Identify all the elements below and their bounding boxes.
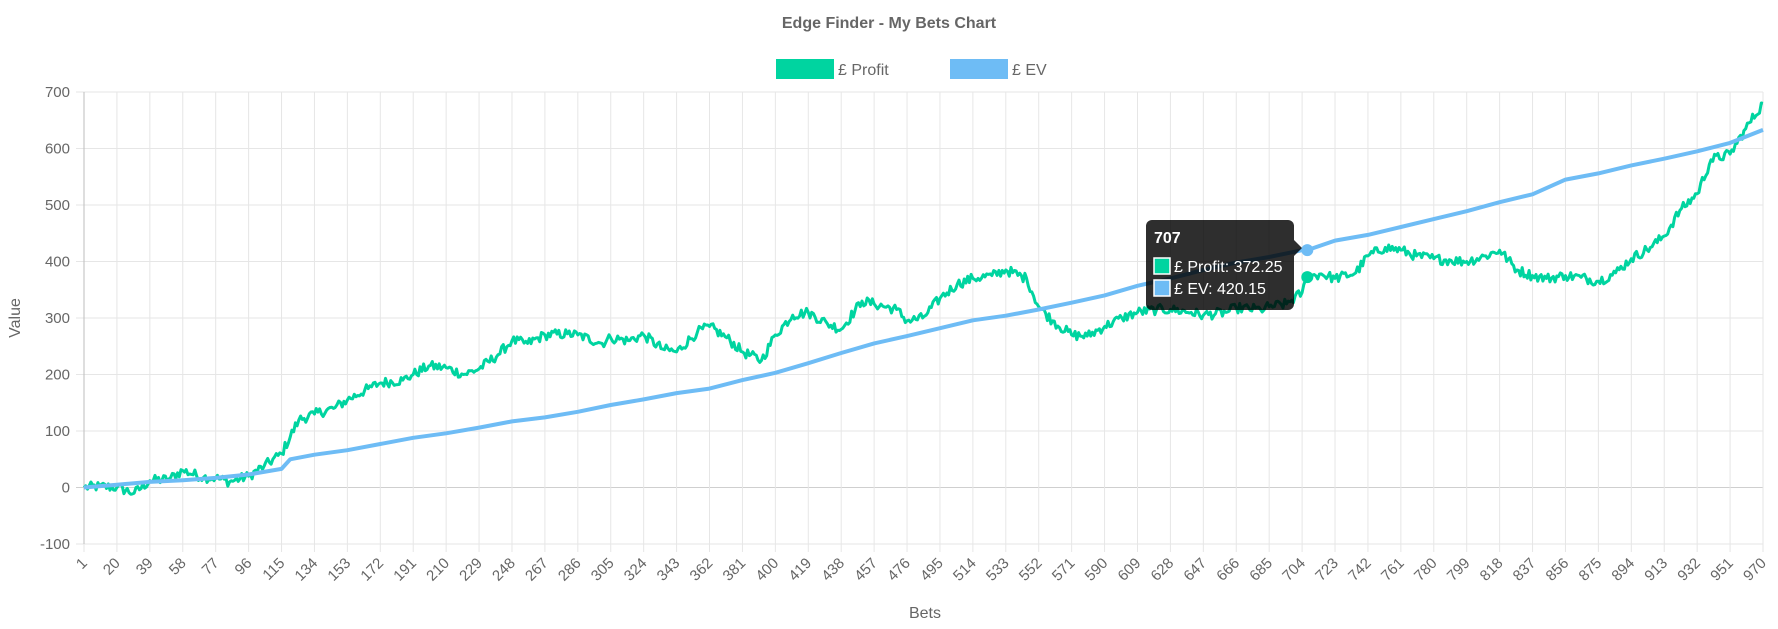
x-tick-label: 400 <box>752 555 782 585</box>
x-tick-label: 761 <box>1378 555 1408 585</box>
x-tick-label: 780 <box>1411 555 1441 585</box>
x-tick-label: 343 <box>654 555 684 585</box>
x-tick-label: 210 <box>423 555 453 585</box>
legend-swatch-profit <box>776 59 834 79</box>
x-tick-label: 894 <box>1608 555 1638 585</box>
x-tick-label: 723 <box>1312 555 1342 585</box>
x-tick-label: 381 <box>720 555 750 585</box>
y-tick-label: 300 <box>45 310 70 327</box>
x-tick-label: 438 <box>818 555 848 585</box>
legend: £ Profit £ EV <box>776 59 1047 79</box>
x-tick-label: 932 <box>1674 555 1704 585</box>
x-tick-label: 115 <box>259 555 288 584</box>
series-layer <box>82 101 1764 496</box>
x-tick-label: 647 <box>1180 555 1210 585</box>
x-axis-title: Bets <box>909 605 941 622</box>
y-tick-label: 400 <box>45 254 70 271</box>
y-tick-label: 500 <box>45 197 70 214</box>
x-tick-label: 685 <box>1246 555 1276 585</box>
hover-point-profit <box>1301 271 1314 284</box>
x-tick-label: 305 <box>588 555 618 585</box>
x-tick-label: 457 <box>851 555 881 585</box>
x-tick-label: 666 <box>1213 555 1243 585</box>
x-tick-label: 58 <box>166 555 190 579</box>
x-tick-label: 1 <box>73 555 91 573</box>
series-line-ev <box>83 128 1764 490</box>
x-tick-label: 913 <box>1641 555 1671 585</box>
tooltip-line-ev: £ EV: 420.15 <box>1174 281 1266 298</box>
x-tick-label: 229 <box>456 555 486 585</box>
tooltip-swatch-ev <box>1153 279 1171 297</box>
x-tick-label: 818 <box>1477 555 1507 585</box>
x-tick-label: 571 <box>1049 555 1079 585</box>
tooltip-box <box>1146 220 1294 310</box>
x-tick-label: 514 <box>950 555 980 585</box>
x-tick-label: 153 <box>324 555 354 585</box>
tooltip-swatch-profit <box>1153 257 1171 275</box>
legend-label-profit: £ Profit <box>838 62 889 79</box>
legend-label-ev: £ EV <box>1012 62 1047 79</box>
x-tick-label: 248 <box>489 555 519 585</box>
x-tick-label: 267 <box>522 555 552 585</box>
x-tick-label: 172 <box>357 555 387 585</box>
legend-swatch-ev <box>950 59 1008 79</box>
x-tick-label: 362 <box>687 555 717 585</box>
x-tick-label: 419 <box>785 555 815 585</box>
x-tick-label: 495 <box>917 555 947 585</box>
x-tick-label: 191 <box>390 555 420 585</box>
x-tick-label: 856 <box>1543 555 1573 585</box>
y-tick-label: 100 <box>45 423 70 440</box>
grid <box>76 91 1764 552</box>
x-tick-label: 324 <box>621 555 651 585</box>
tooltip-title: 707 <box>1154 230 1181 247</box>
x-tick-label: 970 <box>1740 555 1770 585</box>
x-tick-label: 742 <box>1345 555 1375 585</box>
x-tick-label: 476 <box>884 555 914 585</box>
hover-point-ev <box>1301 244 1314 257</box>
x-tick-label: 286 <box>555 555 585 585</box>
tooltip-line-profit: £ Profit: 372.25 <box>1174 259 1283 276</box>
x-tick-label: 837 <box>1510 555 1540 585</box>
x-tick-label: 39 <box>133 555 157 579</box>
x-tick-label: 875 <box>1576 555 1606 585</box>
x-tick-label: 77 <box>199 555 223 579</box>
tooltip-caret <box>1294 240 1302 256</box>
x-tick-label: 552 <box>1016 555 1046 585</box>
x-tick-label: 799 <box>1444 555 1474 585</box>
x-tick-label: 134 <box>292 555 322 585</box>
x-tick-label: 628 <box>1148 555 1178 585</box>
y-tick-label: 700 <box>45 84 70 101</box>
y-tick-label: -100 <box>40 536 70 553</box>
tooltip: 707 £ Profit: 372.25 £ EV: 420.15 <box>1146 220 1314 310</box>
x-tick-label: 609 <box>1115 555 1145 585</box>
series-line-profit <box>82 101 1764 496</box>
x-tick-label: 20 <box>100 555 124 579</box>
y-tick-label: 200 <box>45 367 70 384</box>
chart-title: Edge Finder - My Bets Chart <box>782 15 997 32</box>
y-tick-label: 600 <box>45 141 70 158</box>
x-tick-label: 96 <box>232 555 256 579</box>
x-tick-label: 533 <box>983 555 1013 585</box>
x-tick-label: 951 <box>1707 555 1737 585</box>
x-tick-label: 590 <box>1082 555 1112 585</box>
y-axis-title: Value <box>7 298 24 338</box>
y-tick-label: 0 <box>62 480 70 497</box>
x-tick-label: 704 <box>1279 555 1309 585</box>
